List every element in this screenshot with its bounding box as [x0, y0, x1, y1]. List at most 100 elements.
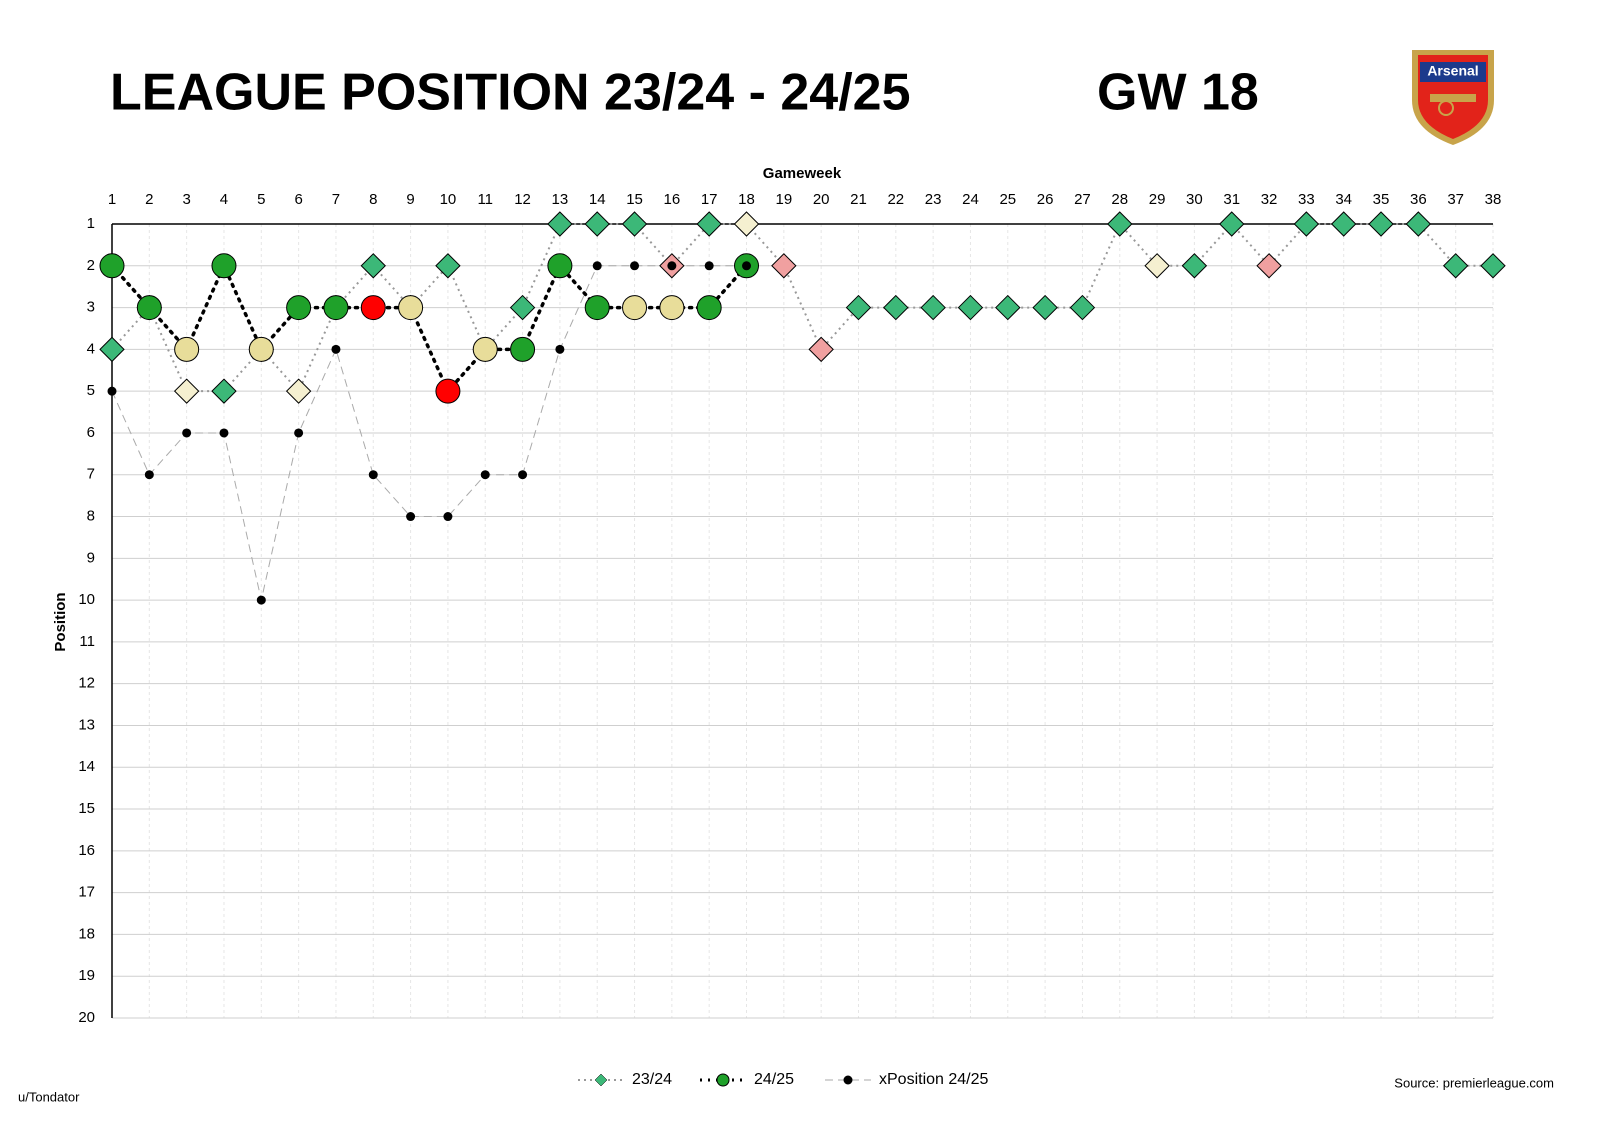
diamond-marker [845, 294, 872, 321]
legend-entry: 24/25 [700, 1071, 794, 1088]
dot-marker [144, 470, 154, 480]
diamond-marker [1405, 211, 1432, 237]
series-line [110, 261, 749, 395]
x-tick-label: 34 [1335, 191, 1352, 208]
x-tick-label: 26 [1037, 191, 1054, 208]
y-tick-label: 1 [87, 215, 95, 232]
legend-label: xPosition 24/25 [879, 1071, 989, 1088]
circle-marker [510, 336, 536, 362]
dot-marker [443, 512, 453, 522]
x-tick-label: 27 [1074, 191, 1091, 208]
legend-marker [843, 1075, 853, 1085]
x-tick-label: 30 [1186, 191, 1203, 208]
crest-wheel [1438, 100, 1454, 116]
x-tick-label: 17 [701, 191, 718, 208]
x-tick-label: 24 [962, 191, 979, 208]
circle-marker [248, 336, 274, 362]
diamond-marker [920, 294, 946, 321]
diamond-marker [509, 294, 536, 321]
dot-marker [555, 344, 565, 354]
diamond-marker [808, 336, 834, 363]
y-tick-label: 14 [78, 758, 95, 775]
circle-marker [696, 295, 722, 321]
diamond-marker [1442, 253, 1469, 279]
dot-marker [368, 470, 378, 480]
dot-marker [256, 595, 266, 605]
circle-marker [323, 295, 349, 321]
diamond-marker [1144, 253, 1170, 279]
diamond-marker [584, 211, 610, 237]
y-tick-label: 2 [87, 257, 95, 274]
x-tick-label: 1 [108, 191, 116, 208]
x-tick-label: 13 [552, 191, 569, 208]
x-tick-label: 12 [514, 191, 531, 208]
circle-marker [584, 295, 610, 321]
y-tick-label: 13 [78, 716, 95, 733]
diamond-marker [957, 294, 984, 321]
dot-marker [107, 386, 117, 396]
dot-marker [704, 261, 714, 271]
chart-title: LEAGUE POSITION 23/24 - 24/25 [110, 64, 911, 122]
circle-marker [211, 253, 237, 279]
diamond-marker [547, 211, 573, 237]
circle-marker [435, 378, 461, 404]
x-tick-label: 25 [999, 191, 1016, 208]
y-tick-label: 19 [78, 967, 95, 984]
x-tick-label: 14 [589, 191, 606, 208]
y-tick-label: 12 [78, 675, 95, 692]
x-tick-label: 9 [406, 191, 414, 208]
circle-marker [174, 336, 200, 362]
diamond-marker [99, 336, 125, 363]
x-tick-label: 32 [1261, 191, 1278, 208]
x-tick-label: 3 [182, 191, 190, 208]
x-tick-label: 5 [257, 191, 265, 208]
x-tick-label: 22 [887, 191, 904, 208]
dot-marker [630, 261, 640, 271]
y-tick-label: 7 [87, 466, 95, 483]
x-tick-label: 33 [1298, 191, 1315, 208]
diamond-marker [1032, 294, 1058, 321]
circle-marker [99, 253, 125, 279]
legend-marker [716, 1073, 730, 1087]
x-tick-label: 6 [294, 191, 302, 208]
diamond-marker [1480, 253, 1506, 279]
legend-entry: xPosition 24/25 [825, 1071, 989, 1088]
x-tick-label: 29 [1149, 191, 1166, 208]
diamond-marker [883, 294, 909, 321]
source: Source: premierleague.com [1394, 1075, 1554, 1090]
dot-marker [182, 428, 192, 438]
diamond-marker [771, 253, 797, 279]
dot-marker [331, 344, 341, 354]
dot-marker [294, 428, 304, 438]
chart-subtitle: GW 18 [1097, 64, 1259, 122]
y-tick-label: 6 [87, 424, 95, 441]
circle-marker [659, 295, 685, 321]
y-tick-label: 16 [78, 842, 95, 859]
x-tick-label: 18 [738, 191, 755, 208]
dot-marker [667, 261, 677, 271]
x-tick-label: 2 [145, 191, 153, 208]
diamond-marker [1256, 253, 1282, 279]
crest-cannon [1430, 94, 1476, 102]
x-tick-label: 8 [369, 191, 377, 208]
x-tick-label: 11 [477, 191, 493, 208]
legend-label: 23/24 [632, 1071, 672, 1088]
diamond-marker [621, 211, 648, 237]
diamond-marker [1219, 211, 1245, 237]
diamond-marker [1107, 211, 1133, 237]
credit: u/Tondator [18, 1089, 80, 1104]
circle-marker [622, 295, 648, 321]
circle-marker [360, 295, 386, 321]
diamond-marker [1181, 253, 1208, 279]
diamond-marker [696, 211, 722, 237]
y-tick-label: 3 [87, 299, 95, 316]
x-tick-label: 15 [626, 191, 643, 208]
x-tick-label: 10 [440, 191, 457, 208]
crest-band [1420, 62, 1486, 82]
diamond-marker [211, 378, 237, 404]
y-tick-label: 9 [87, 549, 95, 566]
dot-marker [592, 261, 602, 271]
diamond-marker [360, 253, 386, 279]
y-tick-label: 20 [78, 1009, 95, 1026]
